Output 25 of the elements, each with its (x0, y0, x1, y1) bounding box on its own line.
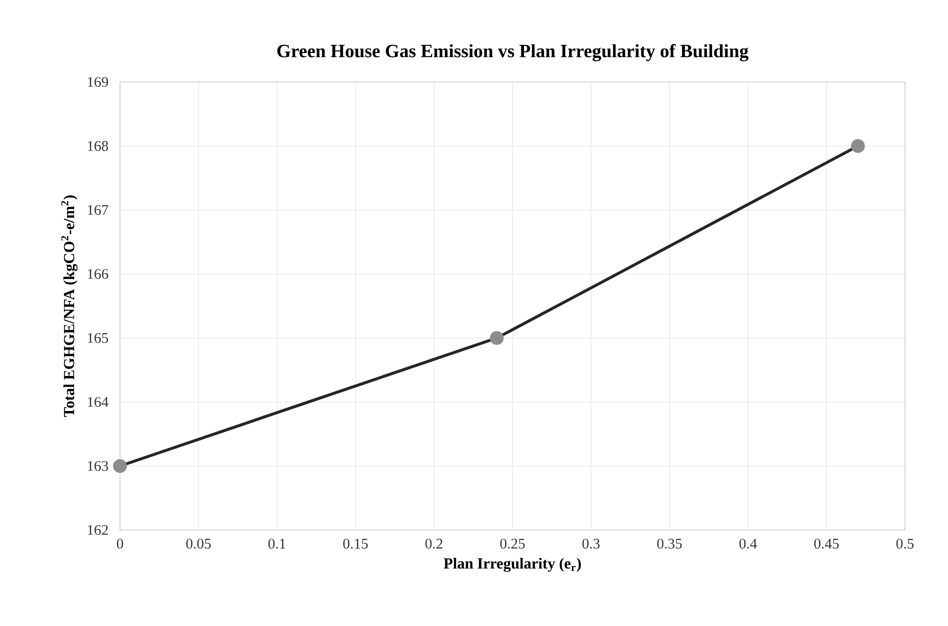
point (113, 459, 127, 473)
y-tick-label: 165 (88, 333, 108, 343)
y-tick-label: 166 (88, 269, 108, 279)
x-tick-label: 0.45 (814, 538, 839, 549)
x-tick-label: 0.05 (186, 538, 211, 549)
x-tick-label: 0.3 (582, 538, 600, 549)
x-tick-label: 0.2 (425, 538, 442, 549)
y-tick-label: 169 (88, 77, 108, 87)
y-axis-title: Total EGHGE/NFA (kgCO$^{2}$-e/m$^{2}$) (61, 195, 78, 418)
chart-title: Green House Gas Emission vs Plan Irregularity of Building (277, 44, 748, 62)
y-tick-label: 168 (88, 141, 108, 151)
x-tick-label: 0.15 (343, 538, 368, 549)
x-tick-label: 0.5 (896, 538, 914, 549)
x-tick-label: 0.35 (657, 538, 682, 549)
x-tick-label: 0.1 (268, 538, 286, 549)
y-tick-label: 164 (88, 397, 108, 407)
point (850, 139, 865, 153)
point (490, 331, 504, 345)
x-tick-label: 0 (116, 538, 124, 549)
y-tick-label: 162 (88, 525, 108, 535)
x-tick-label: 0.4 (739, 538, 757, 549)
x-tick-label: 0.25 (500, 538, 525, 549)
x-axis-title: Plan Irregularity (e$_{r}$) (444, 558, 581, 572)
y-tick-label: 167 (88, 205, 108, 215)
y-tick-label: 163 (88, 461, 108, 471)
